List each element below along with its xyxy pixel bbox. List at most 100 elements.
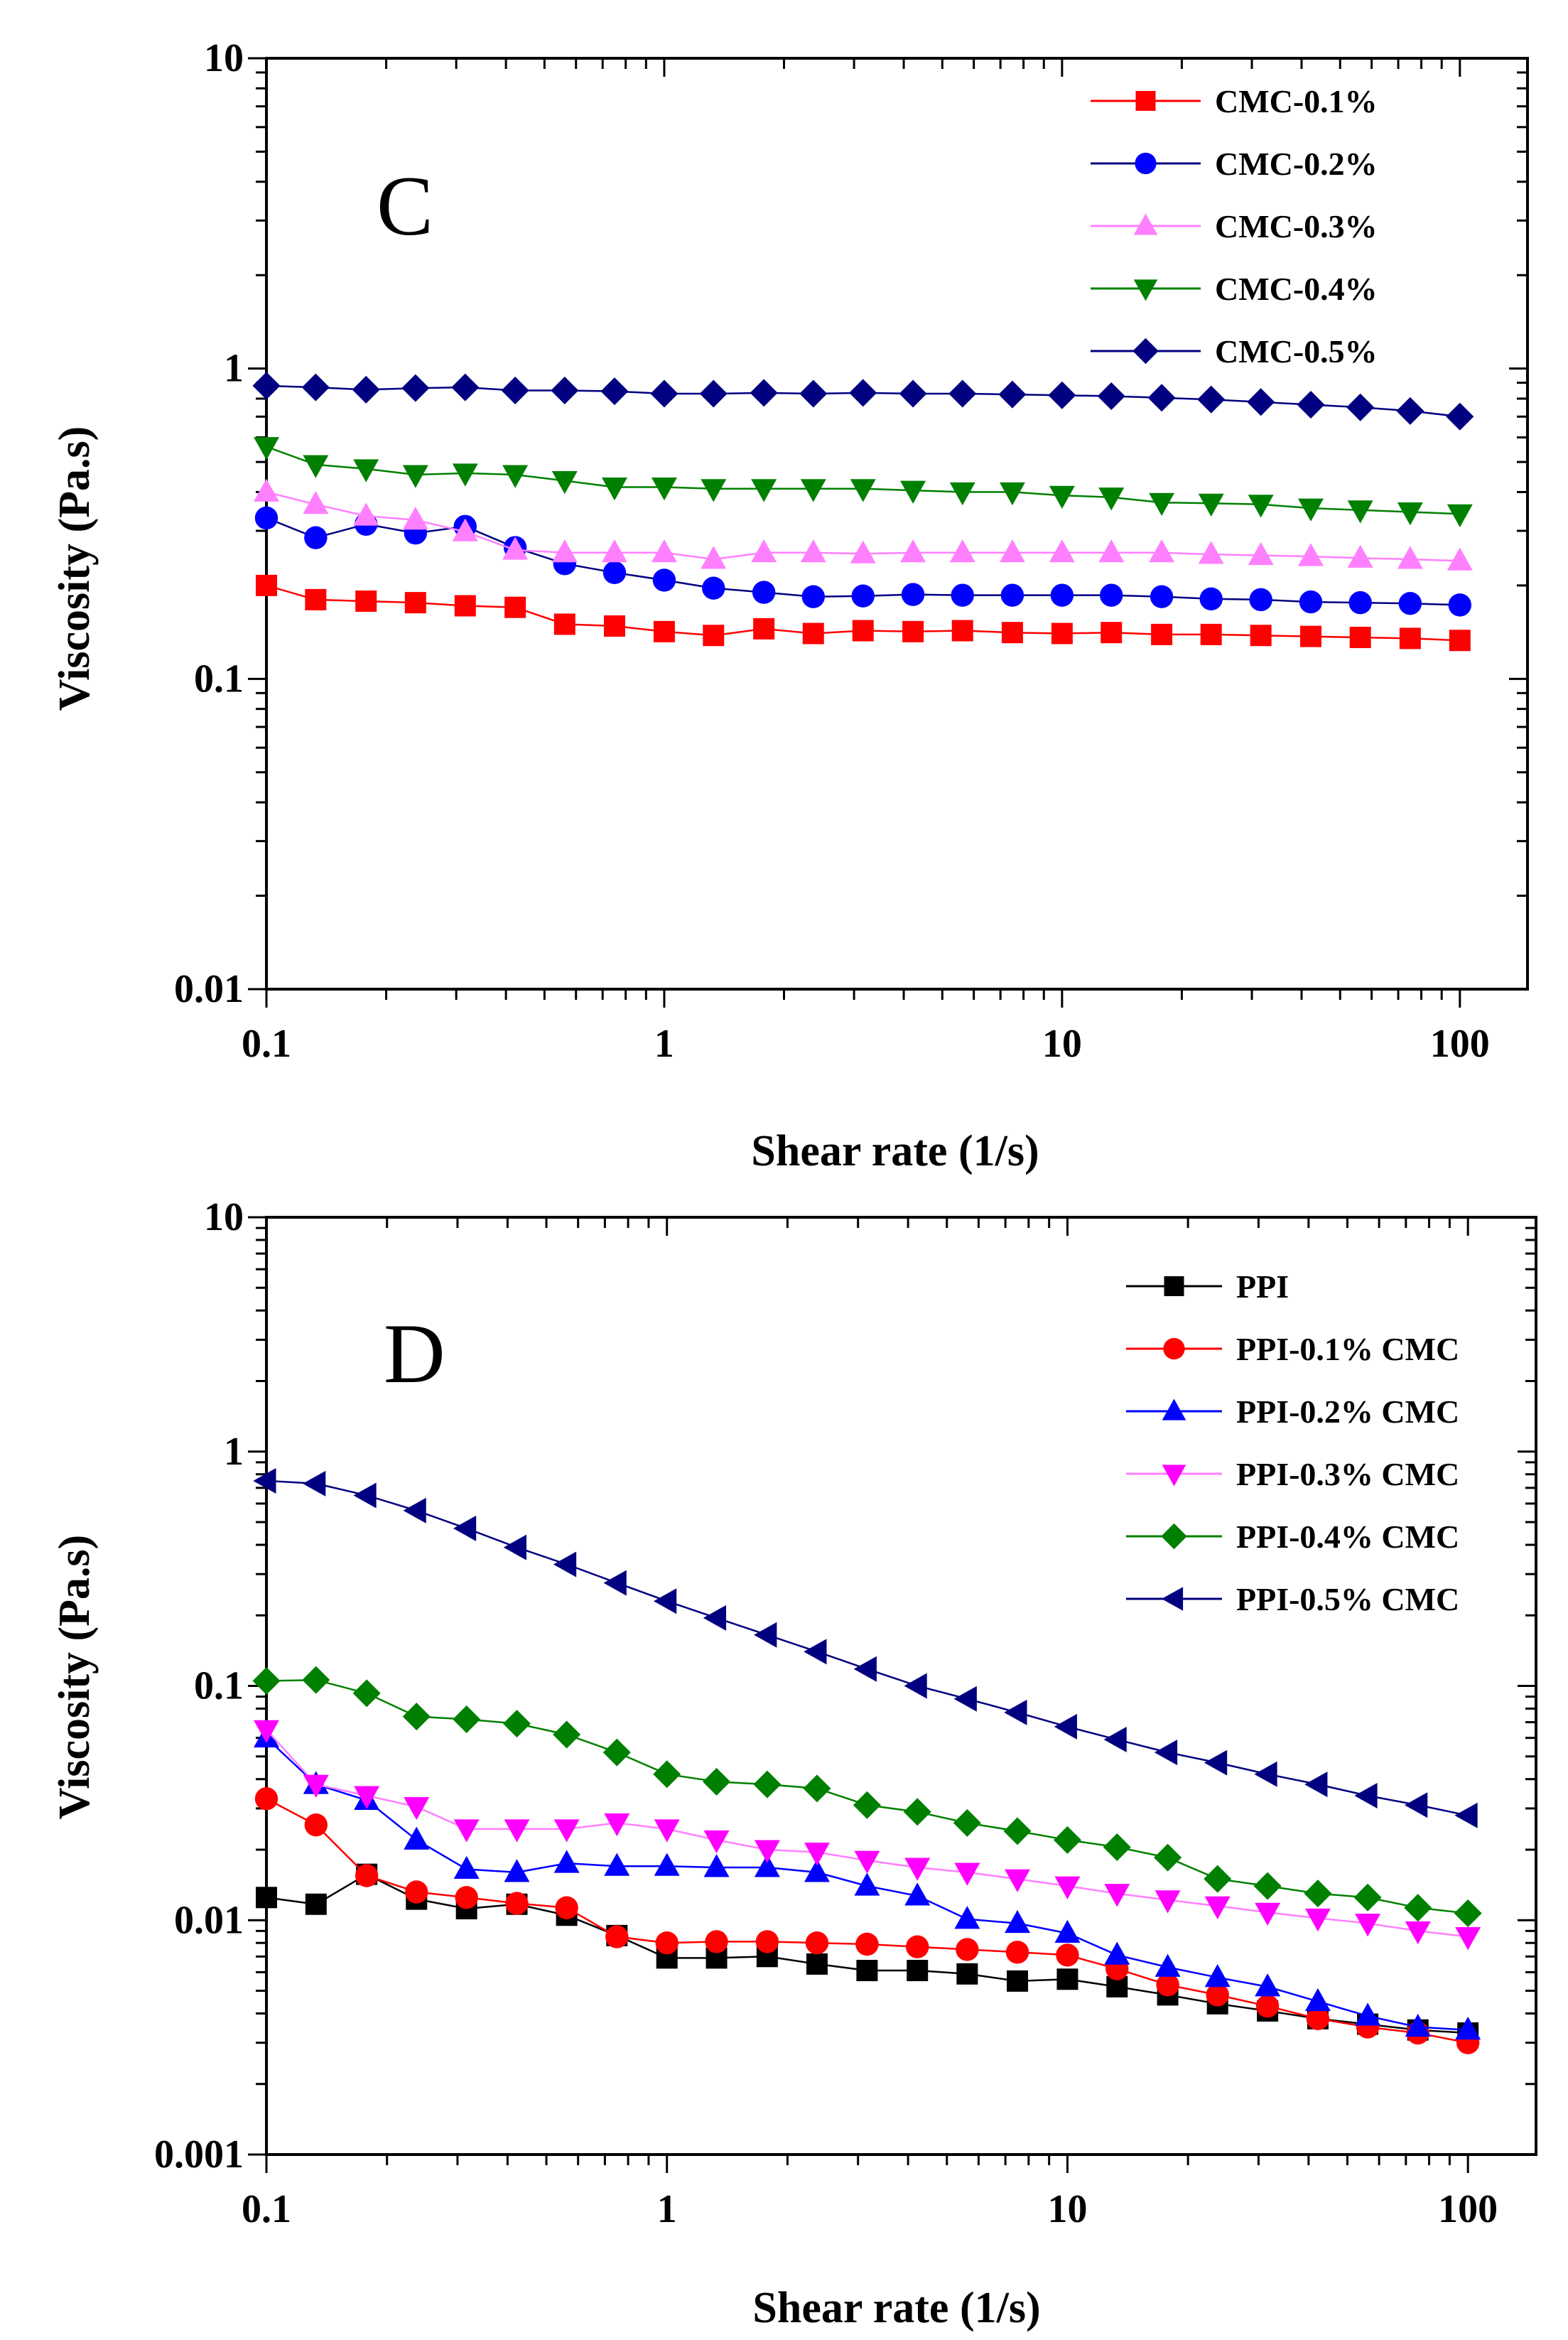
data-point [304, 1813, 328, 1837]
y-axis-title-d: Viscosity (Pa.s) [50, 1535, 99, 1820]
data-point [254, 1720, 279, 1743]
y-tick-label: 10 [204, 36, 244, 80]
legend-marker [1133, 213, 1158, 235]
data-point [1198, 493, 1224, 517]
data-point [253, 1467, 276, 1494]
legend-label: PPI-0.4% CMC [1236, 1519, 1459, 1555]
data-point [504, 596, 526, 618]
data-point [355, 590, 377, 612]
legend-label: CMC-0.5% [1215, 333, 1378, 370]
data-point [304, 526, 328, 549]
data-point [1254, 1761, 1277, 1787]
data-point [899, 379, 927, 408]
data-point [954, 1906, 980, 1929]
x-tick-label: 1 [657, 2187, 677, 2231]
data-point [750, 379, 778, 407]
data-point [1049, 485, 1075, 509]
data-point [453, 1855, 480, 1880]
data-point [1056, 1943, 1079, 1967]
data-point [1255, 1973, 1281, 1997]
data-point [701, 546, 727, 569]
data-point [305, 588, 327, 610]
data-point [851, 584, 875, 608]
data-point [1248, 541, 1274, 566]
data-point [502, 465, 529, 488]
data-point [1454, 1899, 1482, 1928]
data-point [1355, 2002, 1381, 2026]
data-point [956, 1963, 978, 1985]
data-point [703, 625, 725, 647]
data-point [1247, 388, 1275, 416]
legend-label: PPI-0.1% CMC [1236, 1331, 1459, 1367]
data-point [1048, 381, 1076, 409]
data-point [852, 620, 874, 642]
data-point [853, 1656, 877, 1682]
data-point [551, 376, 579, 404]
data-point [855, 1932, 879, 1956]
data-point [1255, 1902, 1281, 1926]
data-point [256, 1887, 277, 1909]
data-point [1103, 1833, 1131, 1861]
data-point [501, 376, 529, 404]
data-point [1304, 1908, 1331, 1932]
legend-entry: PPI-0.1% CMC [1126, 1331, 1459, 1367]
data-point [1198, 541, 1224, 564]
data-point [1204, 1865, 1232, 1893]
data-point [999, 539, 1025, 563]
data-point [1005, 1941, 1029, 1964]
data-point [753, 618, 775, 640]
data-point [804, 1859, 830, 1882]
data-point [303, 1470, 326, 1497]
series-ppi-0-5-cmc [253, 1467, 1478, 1828]
data-point [502, 537, 529, 560]
data-point [1355, 1914, 1381, 1937]
y-axis-title-c: Viscosity (Pa.s) [50, 426, 99, 711]
legend-label: PPI-0.2% CMC [1236, 1393, 1459, 1430]
data-point [998, 380, 1027, 409]
data-point [504, 1819, 530, 1843]
data-point [1051, 622, 1073, 645]
data-point [353, 1482, 377, 1509]
data-point [900, 480, 926, 504]
data-point [303, 491, 329, 514]
legend-entry: PPI-0.2% CMC [1126, 1393, 1459, 1430]
chart-panel-d: D Shear rate (1/s) Viscosity (Pa.s) 0.1 1… [50, 1195, 1537, 2332]
data-point [451, 373, 480, 401]
data-point [603, 1570, 627, 1596]
data-point [1100, 583, 1123, 607]
data-point [1454, 1802, 1478, 1828]
data-point [1000, 583, 1024, 607]
data-point [652, 568, 676, 592]
data-point [1255, 1994, 1280, 2018]
data-point [800, 539, 826, 563]
data-point [1299, 590, 1323, 614]
data-point [804, 1843, 830, 1866]
data-point [805, 1931, 829, 1955]
x-tick-label: 100 [1430, 1022, 1490, 1066]
data-point [902, 620, 924, 642]
data-point [254, 506, 279, 530]
data-point [954, 1862, 980, 1886]
data-point [655, 1931, 678, 1955]
legend-marker [1135, 91, 1156, 111]
data-point [1354, 1782, 1378, 1808]
data-point [553, 1720, 581, 1749]
data-point [1349, 627, 1371, 649]
data-point [800, 479, 826, 502]
data-point [653, 1760, 681, 1789]
data-point [907, 1960, 929, 1982]
data-point [402, 507, 428, 530]
data-point [604, 1813, 630, 1837]
legend-entry: PPI-0.4% CMC [1126, 1519, 1459, 1555]
data-point [555, 1896, 578, 1919]
data-point [1405, 2013, 1431, 2037]
data-point [301, 373, 330, 401]
data-point [602, 561, 627, 585]
data-point [602, 1738, 631, 1767]
data-point [254, 437, 279, 460]
legend-entry: CMC-0.4% [1091, 271, 1378, 307]
data-point [1155, 1953, 1181, 1977]
data-point [803, 1774, 831, 1803]
legend-entry: CMC-0.3% [1091, 208, 1378, 244]
legend-entry: CMC-0.1% [1091, 83, 1378, 119]
